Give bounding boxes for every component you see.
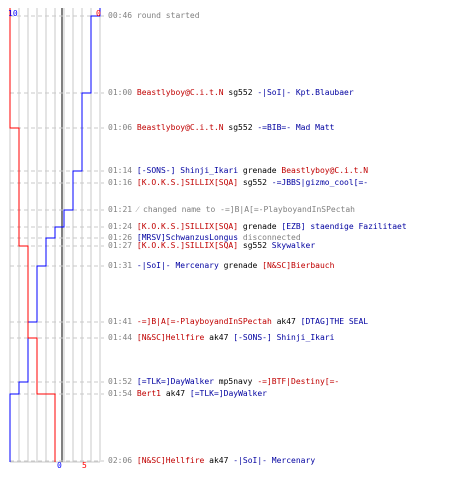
event-text: ak47 xyxy=(204,333,234,342)
event-time: 01:00 xyxy=(108,88,137,97)
event-text: -=]B|A[=-PlayboyandInSPectah xyxy=(136,317,272,326)
event-leader-lines xyxy=(10,15,104,462)
event-text: Beastlyboy@C.i.t.N xyxy=(136,88,224,97)
event-text: -=]BTF|Destiny[=- xyxy=(257,377,340,386)
blue-end-score: 0 xyxy=(57,461,62,470)
event-row: 01:21 ⁄ changed name to -=]B|A[=-Playboy… xyxy=(108,205,355,215)
event-text: [-SONS-] Shinji_Ikari xyxy=(136,166,239,175)
event-time: 02:06 xyxy=(108,456,137,465)
event-row: 02:06 [N&SC]Hellfire ak47 -|SoI|- Mercen… xyxy=(108,456,315,466)
event-row: 01:06 Beastlyboy@C.i.t.N sg552 -=BIB=- M… xyxy=(108,123,334,133)
event-text: round started xyxy=(136,11,200,20)
event-time: 01:44 xyxy=(108,333,137,342)
event-text: grenade xyxy=(238,166,282,175)
event-text: -|SoI|- Mercenary xyxy=(233,456,316,465)
event-time: 01:31 xyxy=(108,261,137,270)
event-row: 01:26 [MRSV]SchwanzusLongus disconnected xyxy=(108,233,301,243)
event-text: mp5navy xyxy=(213,377,258,386)
event-text: -|SoI|- Mercenary xyxy=(136,261,219,270)
event-text: ak47 xyxy=(204,456,234,465)
event-row: 01:24 [K.O.K.S.]SILLIX[SQA] grenade [EZB… xyxy=(108,222,407,232)
event-text: sg552 xyxy=(238,178,272,187)
event-text: grenade xyxy=(218,261,263,270)
event-time: 01:52 xyxy=(108,377,137,386)
red-end-score: 5 xyxy=(82,461,87,470)
event-text: ⁄ changed name to -=]B|A[=-PlayboyandInS… xyxy=(136,205,355,214)
event-time: 01:21 xyxy=(108,205,137,214)
blue-start-score: 10 xyxy=(8,9,18,18)
blue-team-line xyxy=(9,8,101,462)
event-time: 01:14 xyxy=(108,166,137,175)
event-text: [DTAG]THE SEAL xyxy=(300,317,369,326)
event-text: Bert1 xyxy=(136,389,161,398)
event-time: 01:16 xyxy=(108,178,137,187)
event-time: 00:46 xyxy=(108,11,137,20)
event-text: sg552 xyxy=(238,241,272,250)
event-row: 01:16 [K.O.K.S.]SILLIX[SQA] sg552 -=JBBS… xyxy=(108,178,368,188)
event-text: [=TLK=]DayWalker xyxy=(136,377,214,386)
event-text: [K.O.K.S.]SILLIX[SQA] xyxy=(136,222,239,231)
event-row: 01:41 -=]B|A[=-PlayboyandInSPectah ak47 … xyxy=(108,317,368,327)
event-text: ak47 xyxy=(271,317,301,326)
event-time: 01:24 xyxy=(108,222,137,231)
event-time: 01:26 xyxy=(108,233,137,242)
event-text: [EZB] staendige Fazilitaet xyxy=(281,222,407,231)
event-text: sg552 xyxy=(223,88,258,97)
event-time: 01:06 xyxy=(108,123,137,132)
event-row: 00:46 round started xyxy=(108,11,200,21)
event-text: [K.O.K.S.]SILLIX[SQA] xyxy=(136,178,239,187)
event-text: [=TLK=]DayWalker xyxy=(189,389,267,398)
event-text: -=JBBS|gizmo_cool[=- xyxy=(271,178,369,187)
event-text: [N&SC]Bierbauch xyxy=(262,261,335,270)
event-text: [N&SC]Hellfire xyxy=(136,456,205,465)
event-row: 01:54 Bert1 ak47 [=TLK=]DayWalker xyxy=(108,389,267,399)
team-lines xyxy=(9,8,101,462)
event-row: 01:00 Beastlyboy@C.i.t.N sg552 -|SoI|- K… xyxy=(108,88,354,98)
event-row: 01:27 [K.O.K.S.]SILLIX[SQA] sg552 Skywal… xyxy=(108,241,315,251)
event-row: 01:44 [N&SC]Hellfire ak47 [-SONS-] Shinj… xyxy=(108,333,334,343)
event-text: [MRSV]SchwanzusLongus xyxy=(136,233,239,242)
red-team-line xyxy=(9,8,56,462)
event-text: grenade xyxy=(238,222,282,231)
event-text: -=BIB=- Mad Matt xyxy=(257,123,335,132)
event-text: ak47 xyxy=(161,389,190,398)
event-text: [K.O.K.S.]SILLIX[SQA] xyxy=(136,241,239,250)
event-row: 01:52 [=TLK=]DayWalker mp5navy -=]BTF|De… xyxy=(108,377,339,387)
event-time: 01:41 xyxy=(108,317,137,326)
event-text: [-SONS-] Shinji_Ikari xyxy=(233,333,335,342)
event-time: 01:27 xyxy=(108,241,137,250)
event-text: Beastlyboy@C.i.t.N xyxy=(281,166,369,175)
event-row: 01:31 -|SoI|- Mercenary grenade [N&SC]Bi… xyxy=(108,261,334,271)
event-text: sg552 xyxy=(223,123,258,132)
red-start-score: 0 xyxy=(96,9,101,18)
event-text: Skywalker xyxy=(271,241,316,250)
event-text: Beastlyboy@C.i.t.N xyxy=(136,123,224,132)
event-text: [N&SC]Hellfire xyxy=(136,333,205,342)
event-row: 01:14 [-SONS-] Shinji_Ikari grenade Beas… xyxy=(108,166,368,176)
event-time: 01:54 xyxy=(108,389,137,398)
event-text: disconnected xyxy=(238,233,301,242)
event-text: -|SoI|- Kpt.Blaubaer xyxy=(257,88,354,97)
